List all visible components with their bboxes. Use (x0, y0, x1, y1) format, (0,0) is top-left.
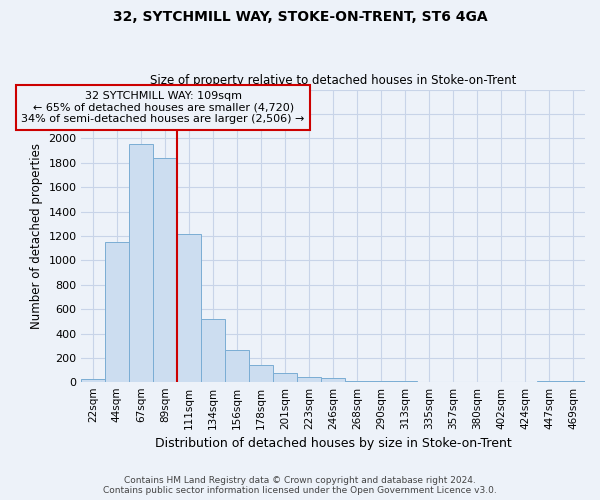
Bar (177, 234, 201, 382)
Y-axis label: Number of detached properties: Number of detached properties (30, 143, 43, 329)
Title: Size of property relative to detached houses in Stoke-on-Trent: Size of property relative to detached ho… (150, 74, 516, 87)
Bar (153, 158, 177, 382)
Bar (369, 381, 393, 382)
Text: 32, SYTCHMILL WAY, STOKE-ON-TRENT, ST6 4GA: 32, SYTCHMILL WAY, STOKE-ON-TRENT, ST6 4… (113, 10, 487, 24)
Bar (537, 381, 561, 382)
Bar (345, 380, 369, 382)
Bar (393, 381, 417, 382)
Text: 32 SYTCHMILL WAY: 109sqm
← 65% of detached houses are smaller (4,720)
34% of sem: 32 SYTCHMILL WAY: 109sqm ← 65% of detach… (22, 91, 305, 124)
Bar (105, 242, 129, 382)
Bar (561, 381, 585, 382)
X-axis label: Distribution of detached houses by size in Stoke-on-Trent: Distribution of detached houses by size … (155, 437, 511, 450)
Bar (249, 364, 273, 382)
Bar (321, 378, 345, 382)
Bar (201, 319, 225, 382)
Text: Contains HM Land Registry data © Crown copyright and database right 2024.
Contai: Contains HM Land Registry data © Crown c… (103, 476, 497, 495)
Bar (225, 350, 249, 382)
Bar (297, 377, 321, 382)
Bar (129, 144, 153, 382)
Bar (273, 372, 297, 382)
Bar (81, 380, 105, 382)
